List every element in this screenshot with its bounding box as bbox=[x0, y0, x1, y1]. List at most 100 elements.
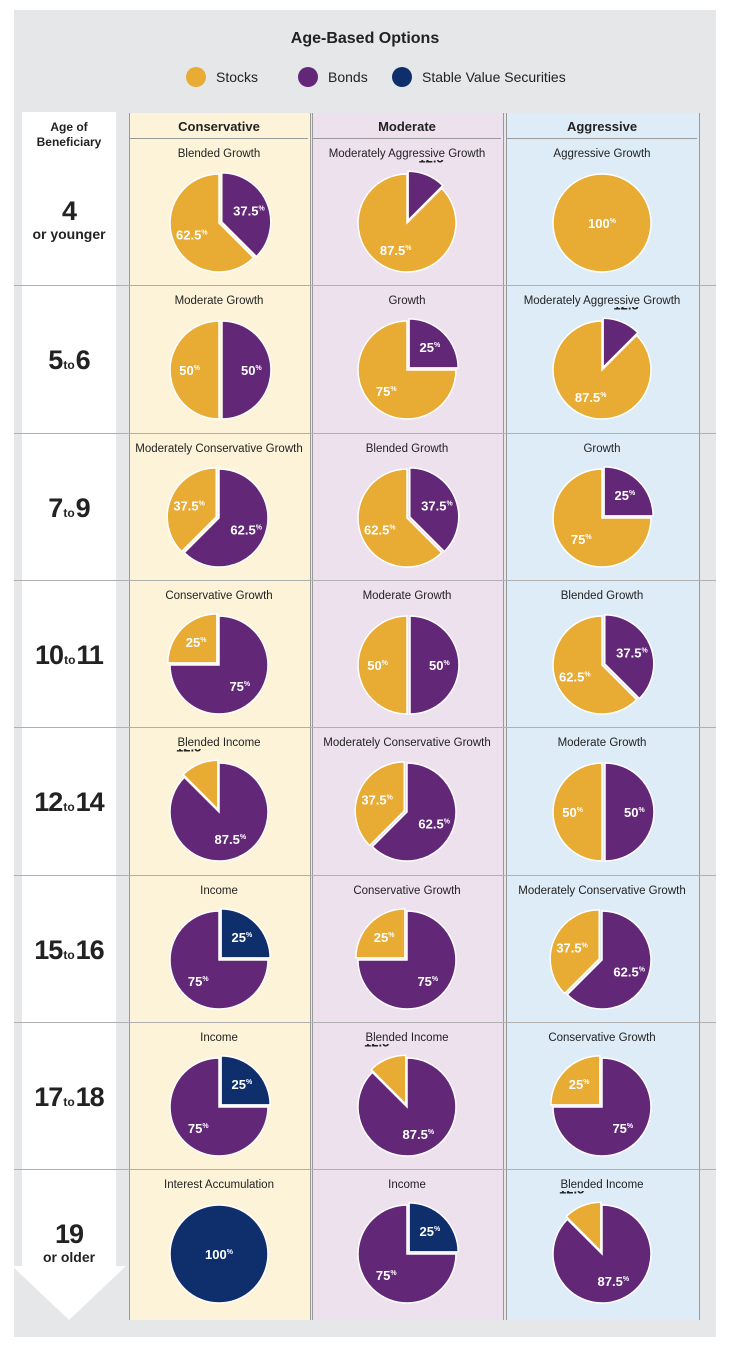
pie-slice-stocks bbox=[357, 320, 457, 421]
slice-label-bonds: 75% bbox=[229, 679, 250, 694]
portfolio-cell: Moderately Conservative Growth 62.5% 37.5% bbox=[512, 875, 692, 1022]
pie-chart: 12.5% 87.5% bbox=[357, 160, 457, 273]
age-to-word: to bbox=[63, 1094, 75, 1109]
legend-label-stocks: Stocks bbox=[216, 69, 259, 85]
portfolio-cell: Moderate Growth 50% 50% bbox=[129, 285, 309, 432]
age-qualifier: or older bbox=[42, 1249, 96, 1266]
pie-slice-bonds bbox=[408, 318, 459, 369]
portfolio-name: Aggressive Growth bbox=[553, 148, 651, 160]
slice-label-bonds: 25% bbox=[615, 488, 636, 503]
age-number: 19 bbox=[54, 1219, 84, 1250]
age-qualifier: or younger bbox=[32, 226, 106, 242]
age-from: 15 bbox=[34, 934, 63, 965]
slice-label-stocks: 87.5% bbox=[380, 243, 412, 258]
slice-label-stocks: 75% bbox=[376, 384, 397, 399]
portfolio-name: Moderately Conservative Growth bbox=[518, 884, 686, 897]
slice-label-stocks: 25% bbox=[374, 930, 395, 945]
portfolio-name: Blended Income bbox=[365, 1031, 449, 1044]
portfolio-name: Blended Growth bbox=[177, 148, 261, 160]
portfolio-name: Moderate Growth bbox=[362, 589, 452, 602]
pie-slice-bonds bbox=[409, 466, 460, 553]
slice-label-stable: 25% bbox=[420, 1224, 441, 1239]
portfolio-cell: Conservative Growth 75% 25% bbox=[129, 580, 309, 727]
pie-chart: 62.5% 37.5% bbox=[166, 466, 269, 568]
pie-chart: 87.5% 12.5% bbox=[552, 1191, 652, 1304]
portfolio-cell: Moderately Conservative Growth 62.5% 37.5% bbox=[129, 433, 309, 580]
row-divider bbox=[14, 432, 716, 434]
age-from: 10 bbox=[35, 639, 64, 670]
pie-slice-stocks bbox=[552, 762, 603, 862]
portfolio-name: Moderately Aggressive Growth bbox=[523, 295, 681, 308]
age-from: 7 bbox=[48, 492, 63, 523]
column-title-conservative: Conservative bbox=[130, 118, 308, 139]
slice-label-stocks: 50% bbox=[562, 805, 583, 820]
slice-label-stocks: 12.5% bbox=[364, 1044, 396, 1049]
row-divider bbox=[14, 1021, 716, 1023]
portfolio-cell: Interest Accumulation 100% bbox=[129, 1169, 309, 1316]
pie-slice-stocks bbox=[565, 1201, 602, 1254]
pie-chart: 12.5% 87.5% bbox=[552, 307, 652, 421]
chart-title: Age-Based Options bbox=[290, 30, 440, 47]
slice-label-stocks: 87.5% bbox=[575, 390, 607, 405]
portfolio-name: Conservative Growth bbox=[353, 884, 461, 897]
pie-slice-stocks bbox=[357, 467, 443, 568]
portfolio-name: Moderately Conservative Growth bbox=[135, 442, 303, 455]
slice-label-bonds: 75% bbox=[376, 1268, 397, 1283]
legend-swatch-stable-value bbox=[392, 67, 412, 87]
pie-slice-stocks bbox=[549, 908, 600, 995]
slice-label-bonds: 37.5% bbox=[233, 204, 265, 219]
age-label: 12to14 bbox=[22, 787, 116, 818]
pie-slice-stocks bbox=[166, 466, 217, 553]
slice-label-bonds: 62.5% bbox=[418, 816, 450, 831]
portfolio-name: Conservative Growth bbox=[548, 1031, 656, 1044]
portfolio-cell: Moderate Growth 50% 50% bbox=[512, 727, 692, 874]
portfolio-cell: Moderate Growth 50% 50% bbox=[317, 580, 497, 727]
pie-slice-stocks bbox=[552, 467, 652, 568]
slice-label-bonds: 37.5% bbox=[421, 498, 453, 513]
age-label: 17to18 bbox=[22, 1082, 116, 1113]
portfolio-name: Moderately Conservative Growth bbox=[323, 737, 491, 750]
pie-slice-bonds bbox=[604, 762, 655, 862]
portfolio-name: Conservative Growth bbox=[165, 589, 273, 602]
portfolio-cell: Moderately Aggressive Growth12.5% 87.5% bbox=[317, 138, 497, 285]
row-divider bbox=[14, 1169, 716, 1171]
slice-label-stocks: 62.5% bbox=[559, 669, 591, 684]
slice-label-stocks: 62.5% bbox=[364, 522, 396, 537]
legend-item-stocks: Stocks bbox=[186, 66, 258, 88]
pie-chart: 75% 25% bbox=[550, 1054, 652, 1157]
slice-label-stocks: 62.5% bbox=[176, 227, 208, 242]
portfolio-name: Growth bbox=[583, 442, 621, 455]
slice-label-stocks: 100% bbox=[588, 216, 617, 231]
slice-label-stocks: 37.5% bbox=[361, 793, 393, 808]
pie-chart: 25% 75% bbox=[169, 907, 271, 1010]
pie-chart: 62.5% 37.5% bbox=[354, 761, 457, 862]
pie-slice-bonds bbox=[552, 1204, 652, 1304]
age-to: 11 bbox=[76, 639, 104, 670]
slice-label-bonds: 62.5% bbox=[613, 964, 645, 979]
row-divider bbox=[14, 727, 716, 729]
pie-slice-bonds bbox=[357, 909, 457, 1010]
pie-slice-bonds bbox=[552, 1057, 652, 1157]
slice-label-bonds: 75% bbox=[612, 1121, 633, 1136]
pie-chart: 62.5% 37.5% bbox=[549, 908, 652, 1010]
portfolio-name: Blended Income bbox=[560, 1179, 644, 1192]
pie-chart: 37.5% 62.5% bbox=[357, 466, 460, 568]
portfolio-cell: Moderately Conservative Growth 62.5% 37.5% bbox=[317, 727, 497, 874]
slice-label-bonds: 25% bbox=[420, 340, 441, 355]
pie-slice-stocks bbox=[355, 907, 406, 959]
pie-slice-stable bbox=[169, 1204, 269, 1304]
portfolio-name: Income bbox=[200, 884, 238, 897]
pie-slice-stable bbox=[220, 1054, 271, 1106]
portfolio-cell: Blended Growth 37.5% 62.5% bbox=[129, 138, 309, 285]
age-header-line2: Beneficiary bbox=[36, 135, 102, 149]
slice-label-stocks: 25% bbox=[186, 635, 207, 650]
portfolio-cell: Blended Income 87.5% 12.5% bbox=[317, 1022, 497, 1169]
pie-slice-bonds bbox=[169, 762, 269, 862]
slice-label-bonds: 62.5% bbox=[230, 522, 262, 537]
slice-label-stocks: 12.5% bbox=[176, 749, 208, 754]
pie-chart: 25% 75% bbox=[552, 465, 654, 568]
portfolio-cell: Growth 25% 75% bbox=[512, 433, 692, 580]
pie-chart: 87.5% 12.5% bbox=[357, 1044, 457, 1157]
age-to-word: to bbox=[63, 358, 75, 373]
pie-slice-stocks bbox=[552, 173, 652, 273]
